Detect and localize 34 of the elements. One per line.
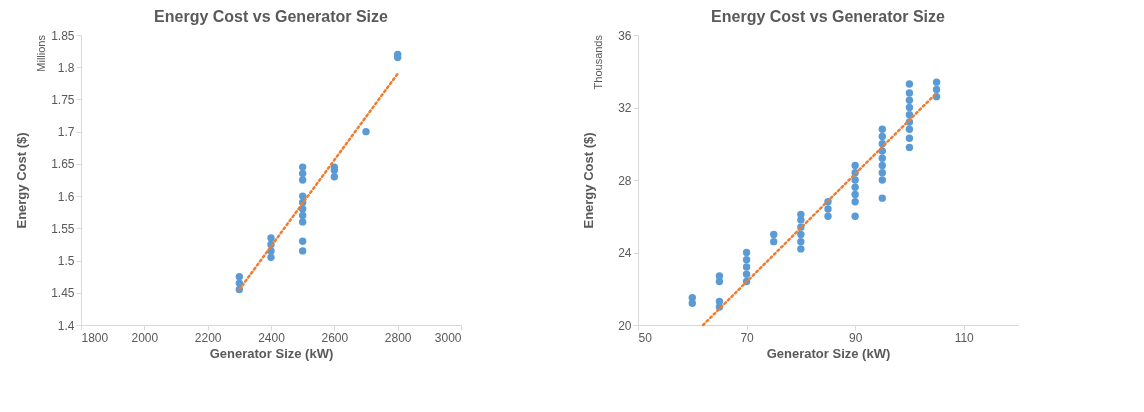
x-tick-label: 2200 xyxy=(194,330,222,345)
y-tick-label: 36 xyxy=(618,28,632,43)
x-axis-title: Generator Size (kW) xyxy=(209,345,334,361)
y-axis-title: Energy Cost ($) xyxy=(14,132,30,229)
x-tick-label: 2000 xyxy=(131,330,159,345)
y-tick-label: 1.4 xyxy=(57,318,75,333)
x-tick-label: 2400 xyxy=(258,330,286,345)
y-tick-label: 24 xyxy=(618,246,632,260)
y-tick-label: 1.8 xyxy=(57,60,75,75)
x-axis-title: Generator Size (kW) xyxy=(766,345,891,361)
y-tick-label: 1.55 xyxy=(51,221,75,236)
chart-title: Energy Cost vs Generator Size xyxy=(711,8,946,25)
x-tick-label: 2800 xyxy=(384,330,412,345)
y-axis-title: Energy Cost ($) xyxy=(581,132,597,229)
y-tick-label: 32 xyxy=(618,101,632,115)
x-tick-label: 70 xyxy=(740,330,755,345)
text: Millions xyxy=(35,34,47,72)
y-tick-label: 1.65 xyxy=(51,157,75,172)
y-tick-label: 1.5 xyxy=(57,254,75,269)
text: Thousands xyxy=(592,34,604,90)
y-tick-label: 1.6 xyxy=(57,189,75,204)
x-tick-label: 90 xyxy=(848,330,863,345)
y-tick-label: 1.45 xyxy=(51,286,75,301)
x-tick-label: 50 xyxy=(638,330,653,345)
chart-title: Energy Cost vs Generator Size xyxy=(154,8,389,25)
y-tick-label: 28 xyxy=(618,173,632,188)
y-tick-label: 20 xyxy=(618,318,632,333)
y-tick-label: 1.85 xyxy=(51,28,75,43)
x-tick-label: 2600 xyxy=(321,330,349,345)
y-tick-label: 1.7 xyxy=(57,125,75,140)
x-tick-label: 1800 xyxy=(81,330,109,345)
y-tick-label: 1.75 xyxy=(51,92,75,107)
x-tick-label: 3000 xyxy=(434,330,462,345)
x-tick-label: 110 xyxy=(954,330,975,345)
